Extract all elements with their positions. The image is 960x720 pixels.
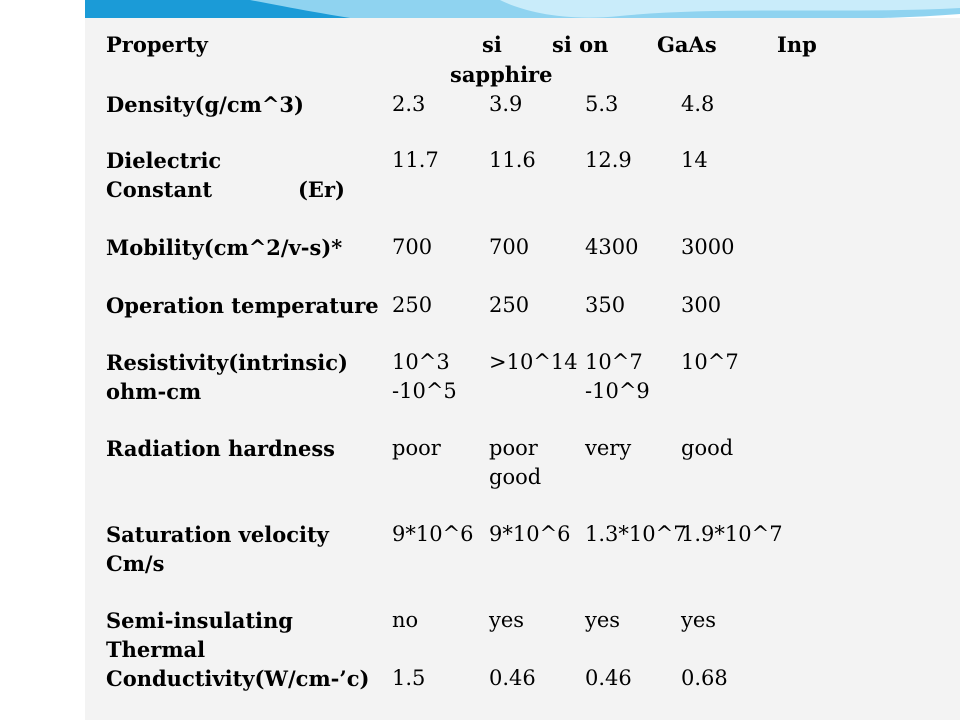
row-saturation-sos: 9*10^6 xyxy=(489,522,571,546)
row-radiation-label: Radiation hardness xyxy=(106,436,335,461)
row-resistivity-gaas-line1: 10^7 xyxy=(585,350,643,374)
row-dielectric-si: 11.7 xyxy=(392,148,439,172)
row-saturation-label-line1: Saturation velocity xyxy=(106,522,329,547)
row-saturation-inp: 1.9*10^7 xyxy=(681,522,783,546)
row-resistivity-si-line2: -10^5 xyxy=(392,379,457,403)
row-thermal-inp: 0.68 xyxy=(681,666,728,690)
row-thermal-label-line2: Conductivity(W/cm-’c) xyxy=(106,666,370,691)
row-temperature-label: Operation temperature xyxy=(106,293,379,318)
row-mobility-inp: 3000 xyxy=(681,235,735,259)
row-density-label: Density(g/cm^3) xyxy=(106,92,304,117)
header-property: Property xyxy=(106,32,208,57)
row-dielectric-sos: 11.6 xyxy=(489,148,536,172)
row-radiation-gaas: very xyxy=(585,436,632,460)
row-resistivity-inp: 10^7 xyxy=(681,350,739,374)
row-radiation-si: poor xyxy=(392,436,441,460)
row-resistivity-gaas-line2: -10^9 xyxy=(585,379,650,403)
row-semi-insulating-si: no xyxy=(392,608,419,632)
row-thermal-label-line1: Thermal xyxy=(106,637,206,662)
row-dielectric-gaas: 12.9 xyxy=(585,148,632,172)
row-dielectric-label-line2: Constant xyxy=(106,177,213,202)
header-inp: Inp xyxy=(777,32,817,57)
row-mobility-sos: 700 xyxy=(489,235,530,259)
row-density-gaas: 5.3 xyxy=(585,92,619,116)
row-saturation-label-line2: Cm/s xyxy=(106,551,165,576)
row-temperature-sos: 250 xyxy=(489,293,530,317)
row-radiation-inp: good xyxy=(681,436,734,460)
row-temperature-inp: 300 xyxy=(681,293,722,317)
row-semi-insulating-gaas: yes xyxy=(585,608,621,632)
row-resistivity-label-line1: Resistivity(intrinsic) xyxy=(106,350,348,375)
row-dielectric-inp: 14 xyxy=(681,148,708,172)
row-semi-insulating-label: Semi-insulating xyxy=(106,608,293,633)
row-thermal-gaas: 0.46 xyxy=(585,666,632,690)
row-temperature-gaas: 350 xyxy=(585,293,626,317)
row-semi-insulating-sos: yes xyxy=(489,608,525,632)
row-dielectric-label-line1: Dielectric xyxy=(106,148,222,173)
row-resistivity-sos: >10^14 xyxy=(489,350,578,374)
header-si-on-sapphire-line1: si on xyxy=(552,32,609,57)
row-radiation-sos-line1: poor xyxy=(489,436,538,460)
row-saturation-si: 9*10^6 xyxy=(392,522,474,546)
row-thermal-sos: 0.46 xyxy=(489,666,536,690)
row-saturation-gaas: 1.3*10^7 xyxy=(585,522,687,546)
row-temperature-si: 250 xyxy=(392,293,433,317)
header-si: si xyxy=(482,32,502,57)
row-density-inp: 4.8 xyxy=(681,92,715,116)
row-dielectric-label-suffix: (Er) xyxy=(298,177,345,202)
row-resistivity-si-line1: 10^3 xyxy=(392,350,450,374)
header-si-on-sapphire-line2: sapphire xyxy=(450,62,553,87)
content-panel xyxy=(85,18,960,720)
row-thermal-si: 1.5 xyxy=(392,666,426,690)
row-semi-insulating-inp: yes xyxy=(681,608,717,632)
row-mobility-gaas: 4300 xyxy=(585,235,639,259)
row-resistivity-label-line2: ohm-cm xyxy=(106,379,202,404)
row-radiation-sos-line2: good xyxy=(489,465,542,489)
row-density-si: 2.3 xyxy=(392,92,426,116)
header-gaas: GaAs xyxy=(657,32,717,57)
row-mobility-si: 700 xyxy=(392,235,433,259)
row-density-sos: 3.9 xyxy=(489,92,523,116)
row-mobility-label: Mobility(cm^2/v-s)* xyxy=(106,235,343,260)
